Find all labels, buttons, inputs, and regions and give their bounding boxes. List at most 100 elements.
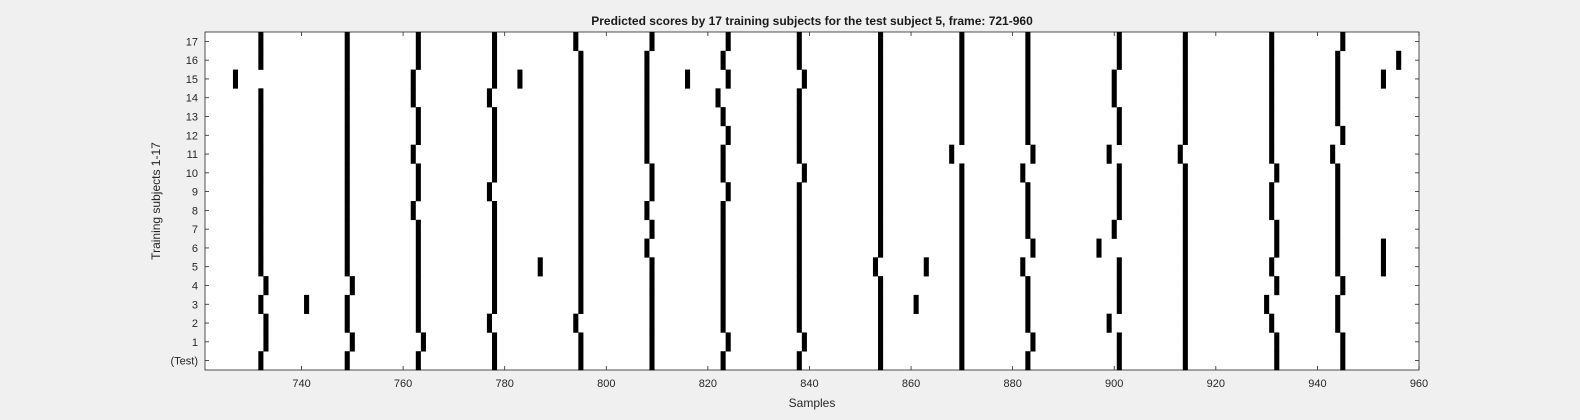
event-mark (415, 351, 421, 371)
event-mark (1182, 219, 1188, 239)
event-mark (344, 107, 350, 127)
event-mark (258, 201, 264, 221)
event-mark (959, 276, 965, 296)
event-mark (644, 144, 650, 164)
event-mark (1182, 125, 1188, 145)
event-mark (1025, 107, 1031, 127)
y-tick-label: 13 (186, 112, 198, 124)
event-mark (258, 88, 264, 108)
event-mark (1025, 182, 1031, 202)
event-mark (1182, 351, 1188, 371)
event-mark (878, 332, 884, 352)
event-mark (720, 313, 726, 333)
event-mark (1020, 257, 1026, 277)
y-tick-label: 10 (186, 168, 198, 180)
event-mark (573, 313, 579, 333)
event-mark (415, 50, 421, 70)
event-mark (1111, 69, 1117, 89)
event-mark (258, 107, 264, 127)
event-mark (725, 32, 731, 52)
event-mark (415, 32, 421, 52)
event-mark (491, 351, 498, 371)
event-mark (1274, 276, 1280, 296)
event-mark (349, 332, 355, 352)
event-mark (649, 332, 655, 352)
event-mark (1340, 125, 1346, 145)
event-mark (1264, 294, 1270, 314)
event-mark (415, 238, 421, 258)
event-mark (1116, 332, 1122, 352)
event-mark (578, 219, 584, 239)
event-mark (1335, 50, 1341, 70)
event-mark (491, 276, 498, 296)
event-mark (1025, 219, 1031, 239)
event-mark (644, 201, 650, 221)
event-mark (491, 332, 498, 352)
event-mark (878, 163, 884, 183)
event-mark (959, 163, 965, 183)
event-mark (796, 257, 802, 277)
event-mark (878, 313, 884, 333)
event-mark (872, 257, 879, 277)
event-mark (1269, 313, 1275, 333)
x-tick-label: 760 (394, 378, 412, 390)
event-mark (491, 294, 498, 314)
event-mark (725, 125, 731, 145)
event-mark (258, 50, 264, 70)
event-mark (1269, 50, 1275, 70)
event-mark (578, 351, 584, 371)
event-mark (258, 219, 264, 239)
x-tick-label: 940 (1308, 378, 1326, 390)
y-tick-label: 4 (192, 281, 198, 293)
event-mark (258, 125, 264, 145)
event-mark (878, 32, 884, 52)
event-mark (491, 201, 498, 221)
event-mark (649, 351, 655, 371)
event-mark (649, 32, 655, 52)
event-mark (420, 332, 426, 352)
event-mark (801, 332, 807, 352)
event-mark (578, 201, 584, 221)
event-mark (1106, 144, 1112, 164)
event-mark (878, 351, 884, 371)
event-mark (258, 32, 264, 52)
event-mark (1335, 163, 1341, 183)
x-tick-label: 820 (699, 378, 717, 390)
event-mark (878, 107, 884, 127)
event-mark (796, 88, 802, 108)
event-mark (720, 294, 726, 314)
event-mark (410, 201, 416, 221)
event-mark (258, 182, 264, 202)
event-mark (578, 125, 584, 145)
event-mark (344, 163, 350, 183)
event-mark (1182, 107, 1188, 127)
event-mark (959, 332, 965, 352)
event-mark (649, 219, 655, 239)
x-tick-label: 900 (1105, 378, 1123, 390)
event-mark (1025, 201, 1031, 221)
event-mark (344, 257, 350, 277)
event-mark (304, 294, 310, 314)
event-mark (796, 125, 802, 145)
event-mark (1116, 163, 1122, 183)
event-mark (878, 182, 884, 202)
event-mark (959, 351, 965, 371)
event-mark (1182, 163, 1188, 183)
event-mark (801, 69, 807, 89)
chart-title: Predicted scores by 17 training subjects… (591, 14, 1033, 28)
event-mark (1025, 88, 1031, 108)
event-mark (1330, 144, 1336, 164)
event-mark (1340, 351, 1346, 371)
event-mark (1177, 144, 1183, 164)
event-mark (491, 107, 498, 127)
event-mark (491, 257, 498, 277)
event-mark (578, 88, 584, 108)
event-mark (959, 238, 965, 258)
event-mark (878, 50, 884, 70)
event-mark (796, 144, 802, 164)
x-tick-label: 960 (1410, 378, 1428, 390)
event-mark (959, 219, 965, 239)
event-mark (1380, 69, 1386, 89)
plot-area (204, 31, 1420, 371)
